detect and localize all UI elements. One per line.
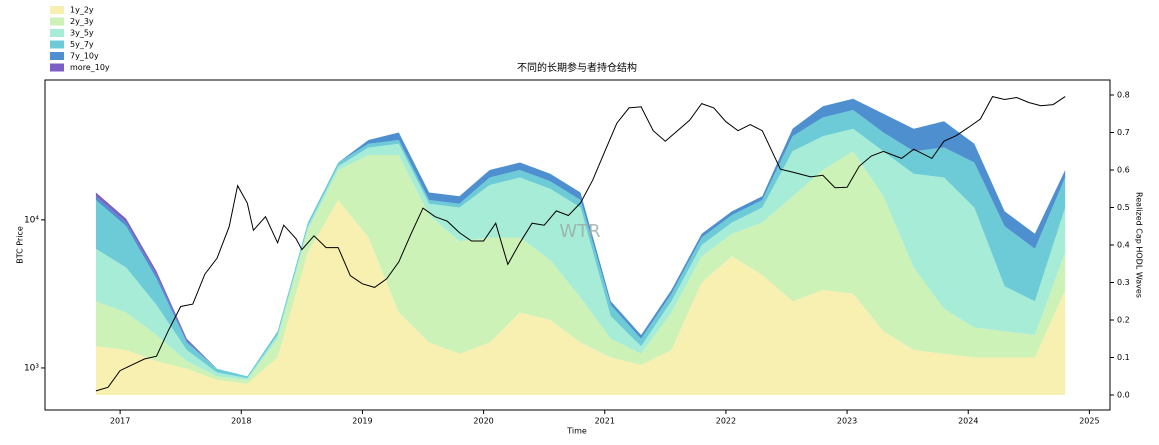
y2-tick-label: 0.0 [1117,391,1130,400]
legend-swatch [50,17,64,26]
legend-label: 1y_2y [70,6,94,15]
x-tick-label: 2017 [110,417,130,426]
y-axis-label: BTC Price [16,226,25,264]
legend-label: more_10y [70,63,110,72]
price-line [95,96,1066,392]
legend-label: 7y_10y [70,52,99,61]
x-tick-label: 2021 [595,417,615,426]
x-axis-label: Time [566,427,587,436]
x-tick-label: 2019 [352,417,372,426]
y2-tick-label: 0.1 [1117,353,1130,362]
y2-tick-label: 0.3 [1117,278,1130,287]
legend-swatch [50,6,64,14]
x-tick-label: 2018 [231,417,251,426]
area [95,110,1066,379]
y-tick-label: 10³ [24,363,39,373]
legend-label: 5y_7y [70,40,94,49]
x-tick-label: 2023 [837,417,857,426]
chart-title: 不同的长期参与者持仓结构 [517,61,637,74]
watermark: WTR [559,221,600,242]
legend-swatch [50,52,64,60]
area [95,128,1066,380]
legend-label: 2y_3y [70,17,94,26]
y-tick-label: 10⁴ [24,215,39,225]
legend-label: 3y_5y [70,29,94,38]
legend-swatch [50,63,64,72]
area [95,151,1066,384]
y2-tick-label: 0.8 [1117,91,1130,100]
y2-tick-label: 0.6 [1117,166,1130,175]
y2-tick-label: 0.4 [1117,241,1130,250]
y2-tick-label: 0.5 [1117,203,1130,212]
y2-axis-label: Realized Cap HODL Waves [1135,192,1144,298]
x-tick-label: 2024 [958,417,978,426]
x-tick-label: 2025 [1079,417,1099,426]
x-tick-label: 2020 [473,417,493,426]
legend-swatch [50,40,64,49]
x-tick-label: 2022 [716,417,736,426]
y2-tick-label: 0.7 [1117,128,1130,137]
y2-tick-label: 0.2 [1117,316,1130,325]
legend-swatch [50,29,64,37]
